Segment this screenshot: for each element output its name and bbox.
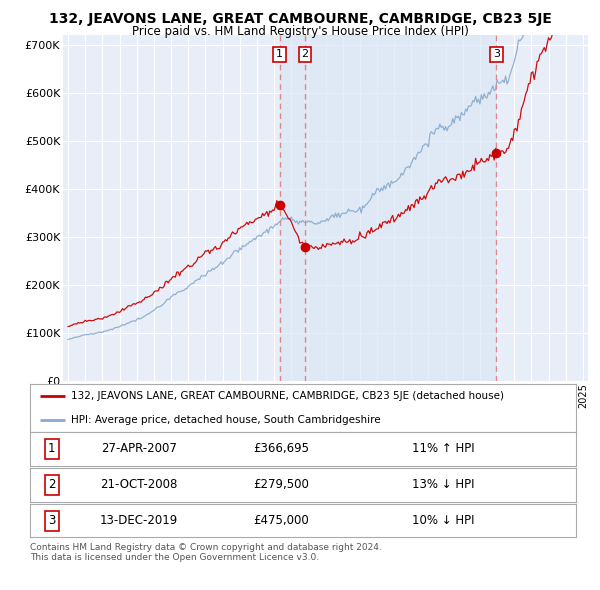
Text: 2: 2 <box>48 478 56 491</box>
Text: HPI: Average price, detached house, South Cambridgeshire: HPI: Average price, detached house, Sout… <box>71 415 380 425</box>
Text: 10% ↓ HPI: 10% ↓ HPI <box>412 514 475 527</box>
Text: 27-APR-2007: 27-APR-2007 <box>101 442 177 455</box>
Text: £366,695: £366,695 <box>253 442 309 455</box>
Text: 3: 3 <box>493 50 500 60</box>
Text: 3: 3 <box>48 514 56 527</box>
Text: 11% ↑ HPI: 11% ↑ HPI <box>412 442 475 455</box>
Text: Contains HM Land Registry data © Crown copyright and database right 2024.
This d: Contains HM Land Registry data © Crown c… <box>30 543 382 562</box>
Text: 13-DEC-2019: 13-DEC-2019 <box>100 514 178 527</box>
Text: 13% ↓ HPI: 13% ↓ HPI <box>412 478 475 491</box>
Text: 132, JEAVONS LANE, GREAT CAMBOURNE, CAMBRIDGE, CB23 5JE (detached house): 132, JEAVONS LANE, GREAT CAMBOURNE, CAMB… <box>71 391 504 401</box>
Text: 1: 1 <box>276 50 283 60</box>
Text: £279,500: £279,500 <box>253 478 309 491</box>
Text: 1: 1 <box>48 442 56 455</box>
Bar <box>280 35 496 381</box>
Text: 132, JEAVONS LANE, GREAT CAMBOURNE, CAMBRIDGE, CB23 5JE: 132, JEAVONS LANE, GREAT CAMBOURNE, CAMB… <box>49 12 551 26</box>
Text: 2: 2 <box>302 50 308 60</box>
Text: £475,000: £475,000 <box>253 514 309 527</box>
Text: Price paid vs. HM Land Registry's House Price Index (HPI): Price paid vs. HM Land Registry's House … <box>131 25 469 38</box>
Text: 21-OCT-2008: 21-OCT-2008 <box>101 478 178 491</box>
